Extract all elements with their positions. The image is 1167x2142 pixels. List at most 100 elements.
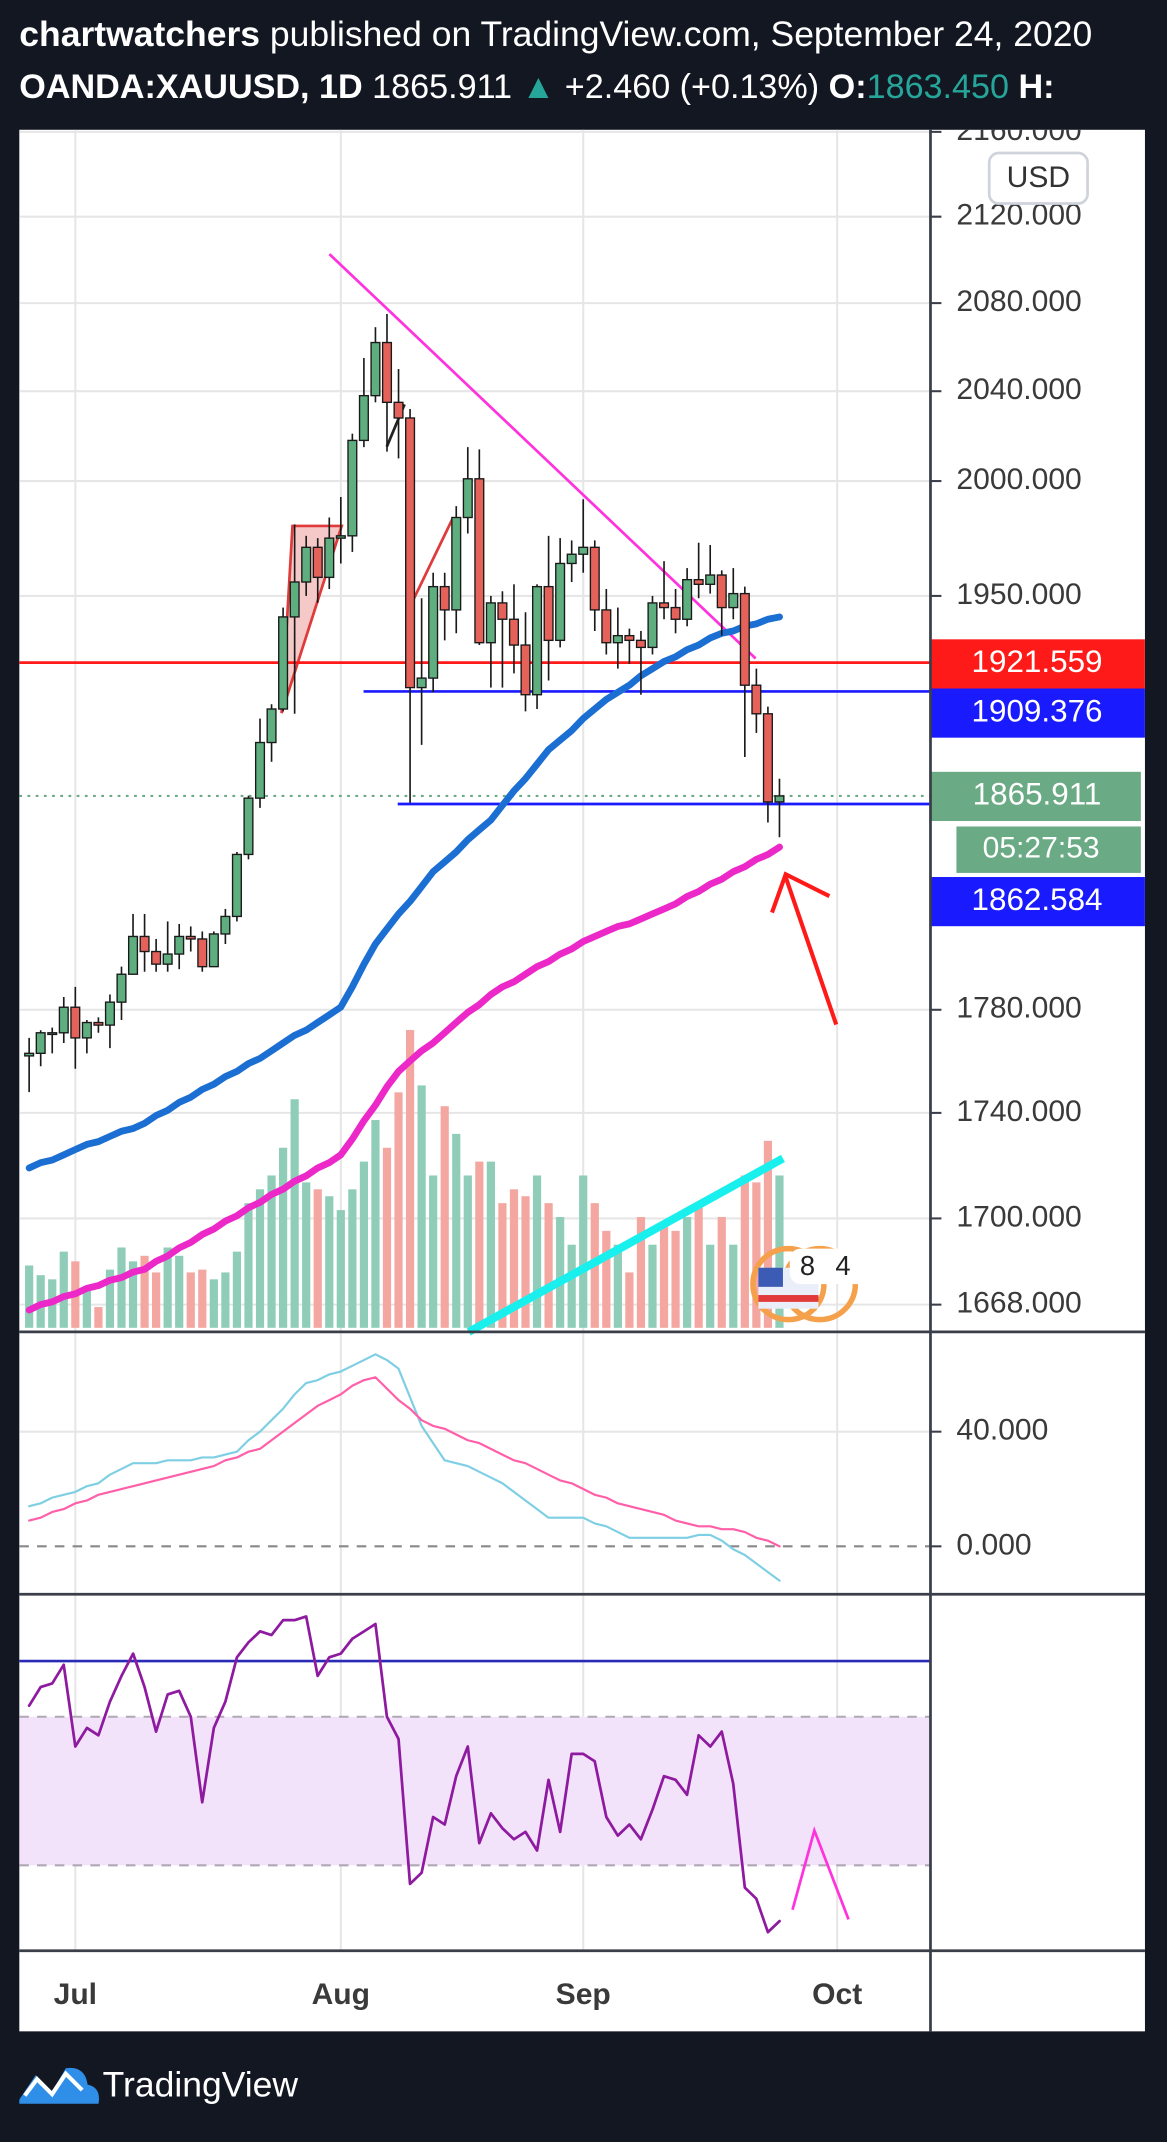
indicator-line — [28, 1353, 781, 1582]
last-price-label: 1865.911 — [973, 777, 1102, 812]
volume-bar — [163, 1247, 172, 1328]
price-label: 1909.376 — [972, 693, 1103, 728]
candle-body — [462, 478, 473, 519]
open-label: O: — [829, 68, 867, 106]
candle-body — [612, 634, 623, 644]
volume-bar — [232, 1251, 242, 1328]
volume-bar — [267, 1175, 276, 1328]
candle-body — [474, 478, 485, 644]
volume-bar — [394, 1092, 403, 1328]
countdown-box — [956, 826, 1141, 873]
candle-body — [682, 578, 693, 620]
volume-bar — [221, 1272, 230, 1328]
candle-body — [358, 394, 369, 442]
header-line-2: OANDA:XAUUSD, 1D 1865.911 ▲ +2.460 (+0.1… — [19, 68, 1054, 106]
volume-bar — [521, 1196, 530, 1328]
candle-body — [35, 1032, 46, 1055]
candle-body — [705, 574, 716, 585]
candle-body — [220, 915, 231, 935]
candle-body — [312, 546, 323, 579]
candle-body — [347, 439, 358, 537]
candle-body — [24, 1052, 35, 1057]
candle-body — [243, 797, 254, 856]
candle-body — [335, 535, 346, 539]
candle-body — [47, 1032, 58, 1036]
volume-bar — [279, 1147, 288, 1328]
candle-body — [508, 618, 520, 646]
volume-bar — [348, 1189, 357, 1328]
price-label-box — [930, 877, 1145, 927]
volume-bar — [290, 1099, 299, 1328]
candle-body — [301, 546, 312, 583]
moving-average — [25, 843, 783, 1314]
candle-body — [693, 578, 704, 585]
candle-body — [381, 341, 393, 404]
currency-button[interactable]: USD — [987, 151, 1089, 205]
event-badge: 8 4 — [750, 1245, 870, 1323]
y-tick-label: 0.000 — [956, 1528, 1031, 1561]
candle-body — [116, 973, 127, 1003]
symbol: OANDA:XAUUSD, 1D — [19, 68, 362, 106]
chart-area — [19, 129, 1145, 2032]
currency-box[interactable] — [987, 151, 1089, 205]
volume-bar — [694, 1203, 703, 1328]
candle-body — [254, 741, 266, 799]
band — [19, 1716, 931, 1866]
y-tick-label: 40.000 — [956, 1414, 1048, 1447]
x-tick-label: Sep — [556, 1978, 611, 2011]
moving-average — [25, 613, 783, 1172]
volume-bar — [302, 1182, 311, 1328]
volume-bar — [625, 1272, 634, 1328]
volume-bar — [683, 1217, 692, 1328]
volume-bar — [636, 1217, 646, 1328]
candle-body — [451, 516, 462, 611]
volume-bar — [371, 1120, 380, 1328]
candle-body — [104, 1001, 116, 1026]
volume-bar — [175, 1255, 184, 1328]
y-tick-label: 2080.000 — [956, 285, 1081, 318]
volume-bar — [94, 1307, 103, 1328]
candle-body — [278, 616, 289, 710]
published: published on TradingView.com, September … — [270, 14, 1092, 54]
candle-body — [485, 602, 496, 644]
price-label: 1862.584 — [972, 882, 1103, 917]
candle-body — [774, 795, 785, 803]
arrow-head — [770, 871, 831, 914]
logo-line — [23, 2070, 84, 2098]
candle-body — [497, 602, 508, 620]
change-arrow: ▲ — [522, 68, 556, 106]
candle-body — [751, 684, 762, 715]
high-label: H: — [1018, 68, 1054, 106]
open-value: 1863.450 — [867, 68, 1009, 106]
volume-bar — [475, 1161, 484, 1328]
candle-body — [151, 950, 162, 965]
volume-bar — [602, 1230, 611, 1328]
volume-bar — [659, 1223, 669, 1328]
arrow — [783, 876, 839, 1026]
volume-bar — [556, 1217, 565, 1328]
candle-body — [93, 1021, 104, 1026]
candle-body — [231, 853, 242, 918]
volume-bar — [325, 1196, 334, 1328]
candle-body — [139, 935, 150, 953]
price-label-box — [930, 688, 1145, 738]
volume-bar — [613, 1244, 622, 1328]
volume-bar — [382, 1147, 392, 1328]
candle-body — [208, 933, 219, 968]
candle-body — [739, 592, 750, 686]
flag-canton — [758, 1267, 783, 1287]
candle-body — [728, 592, 739, 609]
candle-body — [601, 609, 612, 644]
candle-body — [670, 606, 681, 620]
candle-body — [416, 677, 427, 689]
currency[interactable]: USD — [1007, 161, 1070, 194]
candle-body — [81, 1021, 92, 1039]
badge-count: 8 — [800, 1250, 815, 1281]
candle-body — [647, 602, 658, 649]
volume-bar — [463, 1175, 472, 1328]
price-label-box — [930, 639, 1145, 689]
footer: TradingView — [19, 2065, 298, 2105]
volume-bar — [244, 1203, 253, 1328]
candle-body — [635, 639, 646, 649]
candle-body — [70, 1006, 81, 1039]
